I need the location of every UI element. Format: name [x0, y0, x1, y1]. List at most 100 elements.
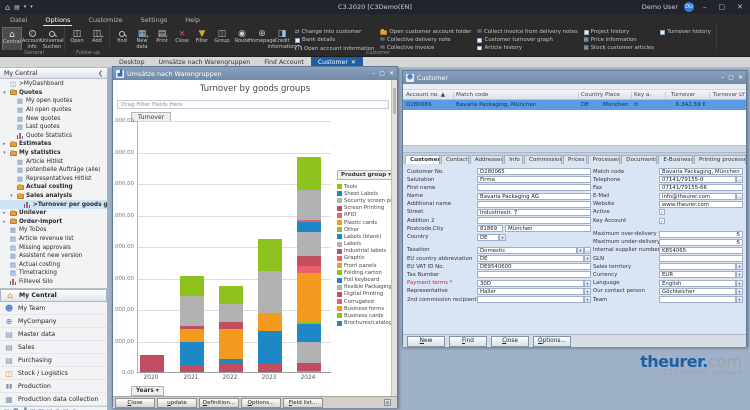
bar-segment-foil-keyboard[interactable]: [180, 342, 204, 367]
customer-turnover-graph-item[interactable]: Customer turnover graph: [477, 37, 577, 43]
tree-item-estimates[interactable]: ▸ Estimates: [0, 140, 107, 149]
grid-header-row[interactable]: Account no. ▲ Match code Country Place Key …: [403, 90, 746, 100]
our-contact-person-dropdown-icon[interactable]: ▾: [736, 287, 743, 295]
2nd-commission-recipient-input[interactable]: [477, 296, 584, 303]
expander-closed-icon[interactable]: ▸: [3, 218, 6, 225]
definition-button[interactable]: Definition...: [199, 397, 239, 408]
eu-vat-id-no-input[interactable]: DE9540600: [477, 263, 591, 271]
customer-no-input[interactable]: D280065: [477, 168, 591, 175]
legend-item-labels-blank[interactable]: Labels (blank): [337, 233, 397, 240]
filter-button[interactable]: ▼ Filter: [192, 27, 212, 57]
collective-invoice-item[interactable]: ✉ Collective invoice: [380, 45, 471, 51]
form-tab-processes[interactable]: Processes: [587, 155, 621, 164]
ribbon-tab-options[interactable]: Options: [43, 15, 73, 26]
tree-item-order-import[interactable]: ▸ Order-Import: [0, 218, 107, 227]
form-tab-commission[interactable]: Commission: [523, 155, 562, 164]
sales-territory-dropdown-icon[interactable]: ▾: [736, 263, 743, 271]
bar-2022[interactable]: [219, 286, 243, 372]
eu-country-abbreviation-dropdown-icon[interactable]: ▾: [584, 255, 591, 263]
nav-item-my-team[interactable]: ☻ My Team: [0, 302, 107, 316]
representative-input[interactable]: Haller: [477, 287, 584, 295]
refresh-icon[interactable]: ⊕: [55, 408, 60, 410]
nav-item-stock-logistics[interactable]: ◫ Stock / Logistics: [0, 367, 107, 381]
ribbon-tab-customize[interactable]: Customize: [88, 16, 123, 24]
field-list-button[interactable]: Field list...: [283, 397, 323, 408]
bar-segment-digital-printing[interactable]: [140, 354, 164, 372]
bar-segment-digital-printing[interactable]: [258, 362, 282, 372]
ribbon-tab-settings[interactable]: Settings: [140, 16, 168, 24]
bar-segment-industrial-labels[interactable]: [219, 321, 243, 330]
more-icon[interactable]: ▾: [80, 408, 83, 410]
taxation-dropdown-icon[interactable]: ▾: [577, 246, 584, 254]
new-icon[interactable]: ▤: [4, 408, 10, 410]
e-mail-browse-icon[interactable]: …: [736, 192, 743, 200]
legend-item-security-screen-prints[interactable]: Security screen prints: [337, 197, 397, 204]
legend-item-business-forms[interactable]: Business forms: [337, 305, 397, 312]
minimize-button[interactable]: –: [703, 3, 707, 11]
legend-item-foil-keyboard[interactable]: Foil keyboard: [337, 276, 397, 283]
collect-invoice-from-delivery-notes-item[interactable]: ✉ Collect invoice from delivery notes: [477, 29, 577, 35]
nav-item-purchasing[interactable]: ▤ Purchasing: [0, 354, 107, 368]
tree-item-my-open-quotes[interactable]: ▦ My open quotes: [0, 97, 107, 106]
bar-segment-folding-carton[interactable]: [258, 238, 282, 271]
folder-icon[interactable]: ▣: [63, 408, 69, 410]
open-button[interactable]: ◫ Open: [67, 27, 87, 57]
homepage-button[interactable]: ⊕ Homepage: [248, 27, 275, 57]
options-button[interactable]: Options...: [533, 335, 571, 347]
options-button[interactable]: Options...: [241, 397, 281, 408]
tree-item-my-todos[interactable]: ▦ My ToDos: [0, 226, 107, 235]
language-dropdown-icon[interactable]: ▾: [736, 279, 743, 287]
price-information-item[interactable]: ▦ Price information: [584, 37, 655, 43]
tree-item-actual-costing[interactable]: ▤ Actual costing: [0, 260, 107, 269]
legend-item-other[interactable]: Other: [337, 226, 397, 233]
gln-input[interactable]: [659, 255, 743, 263]
add-button[interactable]: ◫ + Add: [87, 27, 107, 57]
form-tab-contact[interactable]: Contact: [440, 155, 469, 164]
additional-name-input[interactable]: [477, 200, 591, 208]
tree-item-mydashboard[interactable]: ◫ >MyDashboard: [0, 80, 107, 89]
tree-item-new-quotes[interactable]: ▦ New quotes: [0, 114, 107, 123]
change-into-customer-item[interactable]: ⇄ Change into customer: [295, 29, 374, 35]
chart-filter-dropzone[interactable]: Drag Filter Fields Here: [117, 100, 389, 109]
legend-item-brochures-catalogs[interactable]: Brochures/catalogs: [337, 320, 397, 327]
bar-2021[interactable]: [180, 275, 204, 372]
bar-segment-security-screen-prints[interactable]: [297, 190, 321, 220]
legend-item-folding-carton[interactable]: Folding carton: [337, 269, 397, 276]
form-tab-info[interactable]: Info: [504, 155, 523, 164]
update-button[interactable]: update: [157, 397, 197, 408]
telephone-input[interactable]: 07141/79155-0: [659, 176, 736, 184]
language-input[interactable]: English: [659, 279, 736, 287]
legend-item-screen-printing[interactable]: Screen Printing: [337, 205, 397, 212]
nav-item-my-central[interactable]: ⌂ My Central: [0, 289, 107, 303]
chevron-down-icon[interactable]: ▾: [30, 4, 33, 10]
bar-segment-labels[interactable]: [297, 231, 321, 257]
postcode-city-input-1[interactable]: 81869: [477, 225, 503, 233]
bar-2023[interactable]: [258, 238, 282, 372]
doc-tab-find-account[interactable]: Find Account: [257, 57, 311, 67]
tree-item-my-statistics[interactable]: ▾ My statistics: [0, 149, 107, 158]
ribbon-tab-datei[interactable]: Datei: [10, 16, 28, 24]
grid-col-turnover-ly[interactable]: Turnover LY: [713, 91, 745, 98]
tree-item-representatives-hitlist[interactable]: ▦ Representatives Hitlist: [0, 175, 107, 184]
turnover-history-item[interactable]: Turnover history: [660, 29, 711, 35]
close-icon[interactable]: ✕: [388, 70, 394, 77]
bar-segment-digital-printing[interactable]: [180, 366, 204, 372]
legend-item-rfid[interactable]: RFID: [337, 212, 397, 219]
find-button[interactable]: find: [112, 27, 132, 57]
legend-item-tools[interactable]: Tools: [337, 183, 397, 190]
bar-segment-flexible-packaging[interactable]: [180, 296, 204, 326]
close-button[interactable]: × Close: [172, 27, 192, 57]
expander-open-icon[interactable]: ▾: [3, 150, 6, 157]
grid-col-key-a[interactable]: Key a.: [634, 91, 652, 98]
bar-segment-foil-keyboard[interactable]: [258, 330, 282, 363]
tree-item-timetracking[interactable]: ▤ Timetracking: [0, 269, 107, 278]
stock-customer-articles-item[interactable]: ▦ Stock customer articles: [584, 45, 655, 51]
currency-input[interactable]: EUR: [659, 271, 736, 279]
mail-icon[interactable]: ✉: [47, 408, 52, 410]
collective-delivery-note-item[interactable]: ✉ Collective delivery note: [380, 37, 471, 43]
form-tab-addresses[interactable]: Addresses: [469, 155, 504, 164]
tree-item-article-hitlist[interactable]: ▦ Article Hitlist: [0, 157, 107, 166]
bar-segment-business-cards[interactable]: [297, 371, 321, 372]
bank-details-item[interactable]: Bank details: [295, 37, 374, 43]
name-input[interactable]: Bavaria Packaging AG: [477, 192, 591, 200]
